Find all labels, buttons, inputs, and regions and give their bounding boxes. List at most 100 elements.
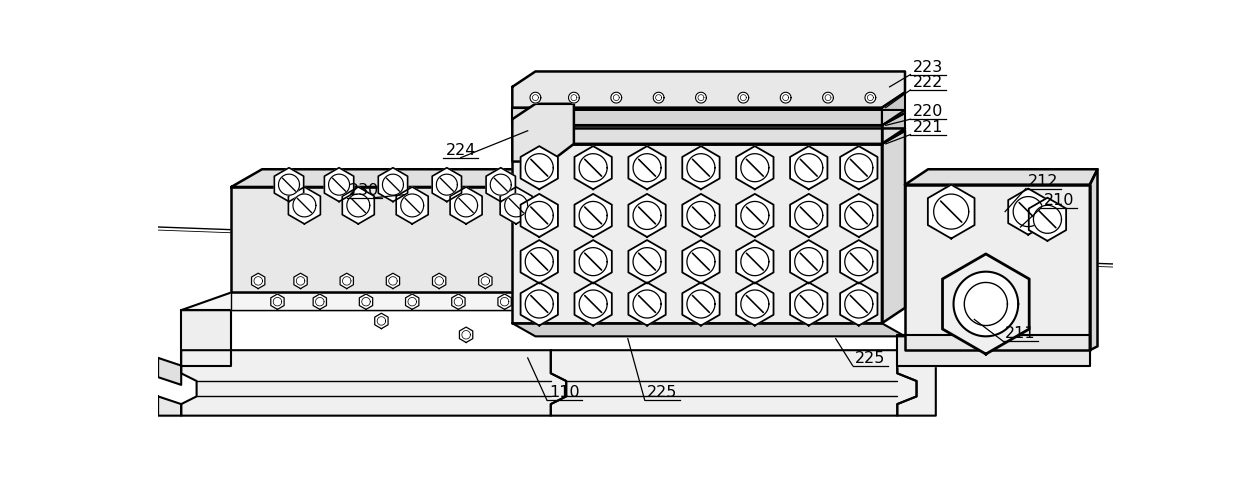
- Polygon shape: [629, 146, 666, 189]
- Polygon shape: [289, 187, 320, 224]
- Polygon shape: [634, 154, 661, 182]
- Polygon shape: [521, 240, 558, 283]
- Polygon shape: [1013, 197, 1043, 227]
- Polygon shape: [382, 174, 403, 195]
- Polygon shape: [898, 335, 1090, 366]
- Polygon shape: [629, 282, 666, 325]
- Polygon shape: [579, 154, 608, 182]
- Polygon shape: [512, 72, 905, 108]
- Polygon shape: [614, 95, 619, 101]
- Polygon shape: [574, 282, 611, 325]
- Polygon shape: [737, 146, 774, 189]
- Polygon shape: [790, 146, 827, 189]
- Polygon shape: [844, 248, 873, 276]
- Polygon shape: [905, 185, 1090, 350]
- Polygon shape: [795, 290, 823, 318]
- Polygon shape: [486, 168, 516, 202]
- Polygon shape: [825, 95, 831, 101]
- Polygon shape: [387, 273, 399, 288]
- Polygon shape: [521, 282, 558, 325]
- Polygon shape: [1029, 198, 1066, 241]
- Polygon shape: [737, 194, 774, 237]
- Polygon shape: [866, 92, 875, 103]
- Text: 221: 221: [913, 120, 944, 134]
- Polygon shape: [790, 282, 827, 325]
- Polygon shape: [1008, 189, 1048, 235]
- Polygon shape: [898, 350, 936, 416]
- Polygon shape: [405, 294, 419, 310]
- Text: 211: 211: [1006, 326, 1035, 341]
- Polygon shape: [526, 202, 553, 229]
- Polygon shape: [479, 273, 492, 288]
- Polygon shape: [790, 240, 827, 283]
- Polygon shape: [780, 92, 791, 103]
- Polygon shape: [231, 187, 536, 292]
- Text: 224: 224: [445, 143, 476, 158]
- Polygon shape: [512, 104, 574, 162]
- Polygon shape: [360, 294, 373, 310]
- Polygon shape: [844, 154, 873, 182]
- Polygon shape: [954, 272, 1018, 336]
- Polygon shape: [512, 108, 882, 125]
- Polygon shape: [579, 248, 608, 276]
- Polygon shape: [579, 290, 608, 318]
- Polygon shape: [377, 317, 386, 325]
- Polygon shape: [401, 194, 424, 217]
- Polygon shape: [273, 298, 281, 306]
- Polygon shape: [455, 194, 477, 217]
- Polygon shape: [696, 92, 707, 103]
- Polygon shape: [512, 125, 882, 144]
- Polygon shape: [782, 95, 789, 101]
- Polygon shape: [340, 273, 353, 288]
- Polygon shape: [521, 194, 558, 237]
- Polygon shape: [490, 174, 511, 195]
- Polygon shape: [501, 298, 508, 306]
- Polygon shape: [841, 194, 878, 237]
- Polygon shape: [790, 194, 827, 237]
- Polygon shape: [512, 129, 905, 144]
- Polygon shape: [521, 146, 558, 189]
- Polygon shape: [526, 248, 553, 276]
- Polygon shape: [568, 92, 579, 103]
- Polygon shape: [378, 168, 408, 202]
- Polygon shape: [325, 168, 353, 202]
- Polygon shape: [841, 282, 878, 325]
- Polygon shape: [795, 202, 823, 229]
- Polygon shape: [1090, 169, 1097, 350]
- Polygon shape: [551, 350, 916, 416]
- Polygon shape: [687, 248, 715, 276]
- Polygon shape: [526, 290, 553, 318]
- Polygon shape: [529, 92, 541, 103]
- Polygon shape: [374, 313, 388, 329]
- Polygon shape: [254, 276, 263, 285]
- Polygon shape: [436, 174, 458, 195]
- Polygon shape: [433, 273, 446, 288]
- Polygon shape: [512, 110, 905, 125]
- Polygon shape: [629, 240, 666, 283]
- Polygon shape: [181, 292, 551, 310]
- Polygon shape: [841, 240, 878, 283]
- Polygon shape: [435, 276, 444, 285]
- Text: 212: 212: [1028, 173, 1059, 189]
- Polygon shape: [822, 92, 833, 103]
- Polygon shape: [500, 187, 532, 224]
- Polygon shape: [570, 95, 577, 101]
- Polygon shape: [574, 240, 611, 283]
- Polygon shape: [231, 292, 551, 310]
- Polygon shape: [868, 95, 873, 101]
- Polygon shape: [740, 95, 746, 101]
- Polygon shape: [532, 95, 538, 101]
- Polygon shape: [279, 174, 300, 195]
- Polygon shape: [342, 187, 374, 224]
- Polygon shape: [740, 154, 769, 182]
- Polygon shape: [942, 254, 1029, 354]
- Polygon shape: [433, 168, 461, 202]
- Polygon shape: [451, 294, 465, 310]
- Polygon shape: [574, 194, 611, 237]
- Polygon shape: [905, 169, 1097, 185]
- Polygon shape: [181, 350, 567, 416]
- Polygon shape: [314, 294, 326, 310]
- Polygon shape: [461, 331, 470, 339]
- Polygon shape: [653, 92, 663, 103]
- Polygon shape: [481, 276, 490, 285]
